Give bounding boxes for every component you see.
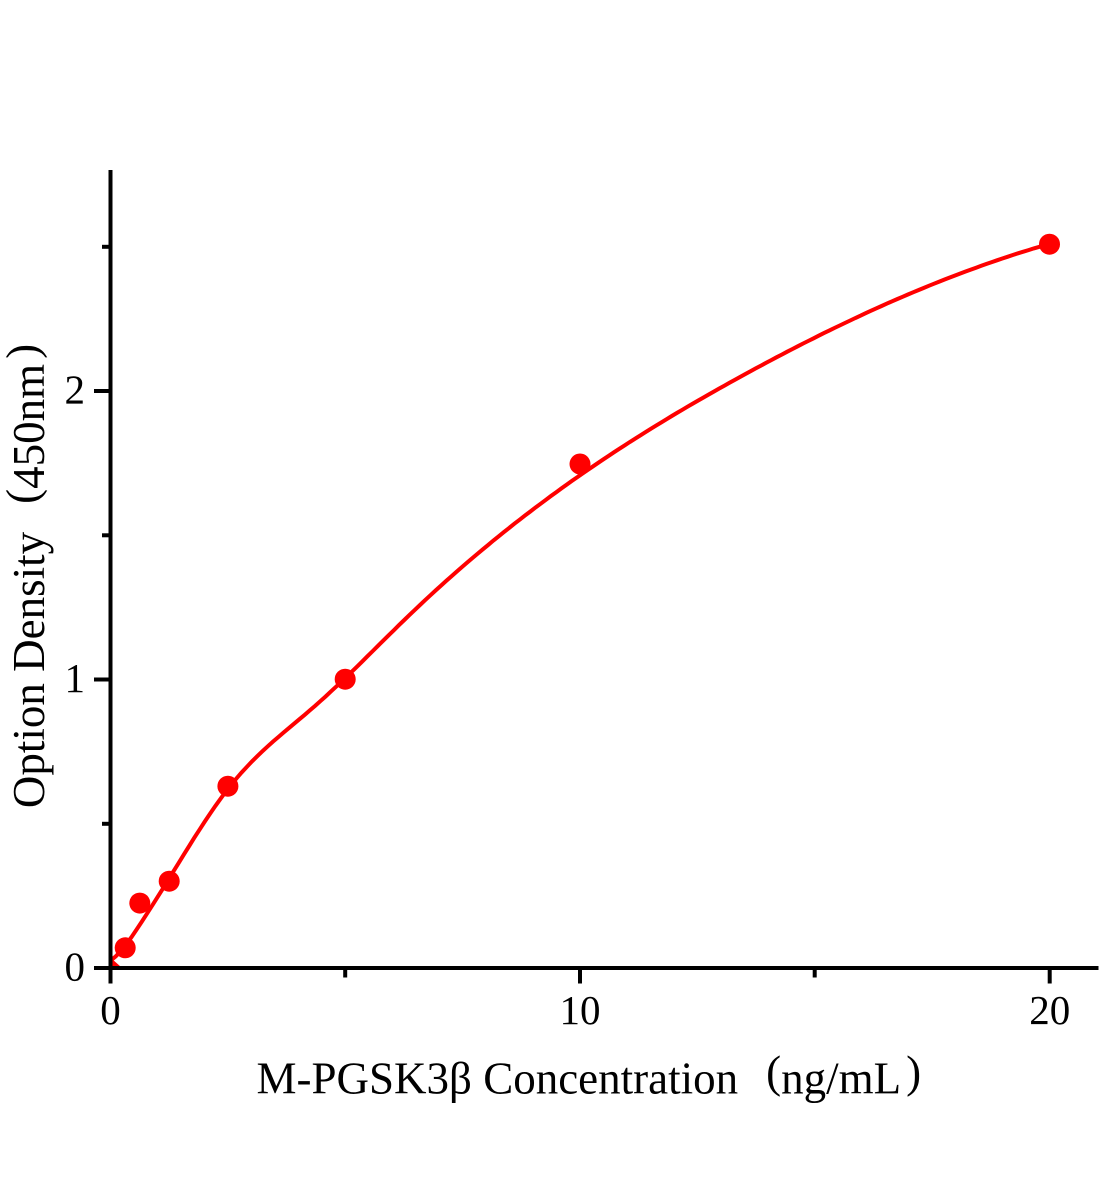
svg-text:20: 20 — [1029, 987, 1070, 1033]
svg-text:M-PGSK3β Concentration(ng/mL): M-PGSK3β Concentration (ng/mL) — [257, 1047, 922, 1104]
svg-text:2: 2 — [65, 367, 86, 413]
svg-text:Option Density(450nm): Option Density(450nm) — [0, 344, 54, 808]
svg-text:0: 0 — [100, 987, 121, 1033]
svg-text:0: 0 — [65, 944, 86, 990]
svg-text:1: 1 — [65, 655, 86, 701]
svg-text:10: 10 — [560, 987, 601, 1033]
